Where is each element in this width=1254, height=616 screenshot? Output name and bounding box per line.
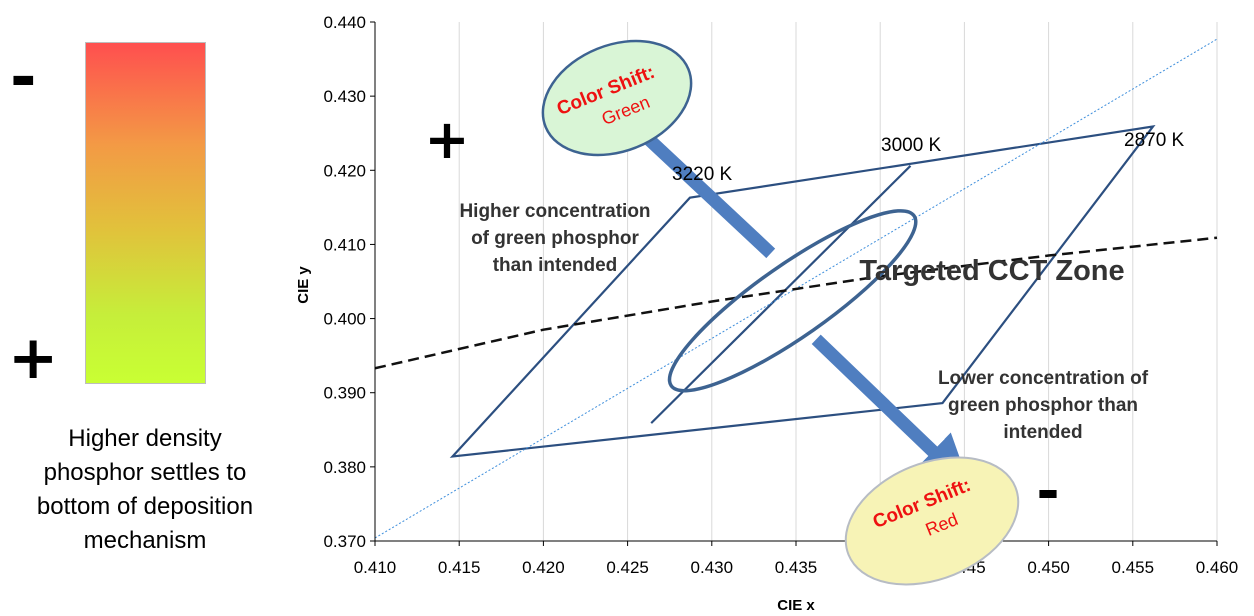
planckian-locus-curve xyxy=(374,236,1218,370)
cct-label-3220: 3220 K xyxy=(672,164,733,185)
x-tick-label-1: 0.415 xyxy=(438,558,481,577)
y-tick-label-2: 0.390 xyxy=(323,384,366,403)
x-tick-label-8: 0.450 xyxy=(1027,558,1070,577)
higher-concentration-label: Higher concentration of green phosphor tha… xyxy=(459,201,650,276)
arrow-down-red xyxy=(811,334,971,488)
x-tick-label-2: 0.420 xyxy=(522,558,565,577)
y-tick-label-1: 0.380 xyxy=(323,458,366,477)
y-tick-label-0: 0.370 xyxy=(323,532,366,551)
cct-zone-outline xyxy=(449,124,1156,458)
x-tick-label-4: 0.430 xyxy=(691,558,734,577)
y-tick-label-7: 0.440 xyxy=(323,13,366,32)
y-tick-label-5: 0.420 xyxy=(323,161,366,180)
x-tick-label-9: 0.455 xyxy=(1112,558,1155,577)
gradient-minus-sign: - xyxy=(10,41,37,115)
color-shift-green-bubble xyxy=(541,39,693,157)
arrow-up-green xyxy=(602,96,776,259)
plot-plus-sign: + xyxy=(424,108,469,171)
gradient-plus-sign: + xyxy=(8,323,59,393)
x-tick-label-3: 0.425 xyxy=(606,558,649,577)
y-axis-title: CIE y xyxy=(295,266,312,304)
y-tick-label-4: 0.410 xyxy=(323,235,366,254)
color-shift-red-bubble xyxy=(844,456,1020,586)
x-tick-label-0: 0.410 xyxy=(354,558,397,577)
density-caption: Higher density phosphor settles to botto… xyxy=(36,425,254,554)
y-tick-label-6: 0.430 xyxy=(323,87,366,106)
x-tick-label-5: 0.435 xyxy=(775,558,818,577)
plot-minus-sign: - xyxy=(1036,459,1059,524)
cct-label-2870: 2870 K xyxy=(1124,130,1185,151)
cct-label-3000: 3000 K xyxy=(881,135,942,156)
x-tick-label-10: 0.460 xyxy=(1196,558,1239,577)
targeted-zone-label: Targeted CCT Zone xyxy=(859,255,1124,287)
lower-concentration-label: Lower concentration of green phosphor tha… xyxy=(938,368,1149,443)
cct-3000k-line xyxy=(650,165,912,424)
phosphor-density-gradient-bar xyxy=(85,42,206,384)
x-axis-title: CIE x xyxy=(777,597,815,614)
y-tick-label-3: 0.400 xyxy=(323,310,366,329)
target-zone-ellipse xyxy=(667,209,918,393)
